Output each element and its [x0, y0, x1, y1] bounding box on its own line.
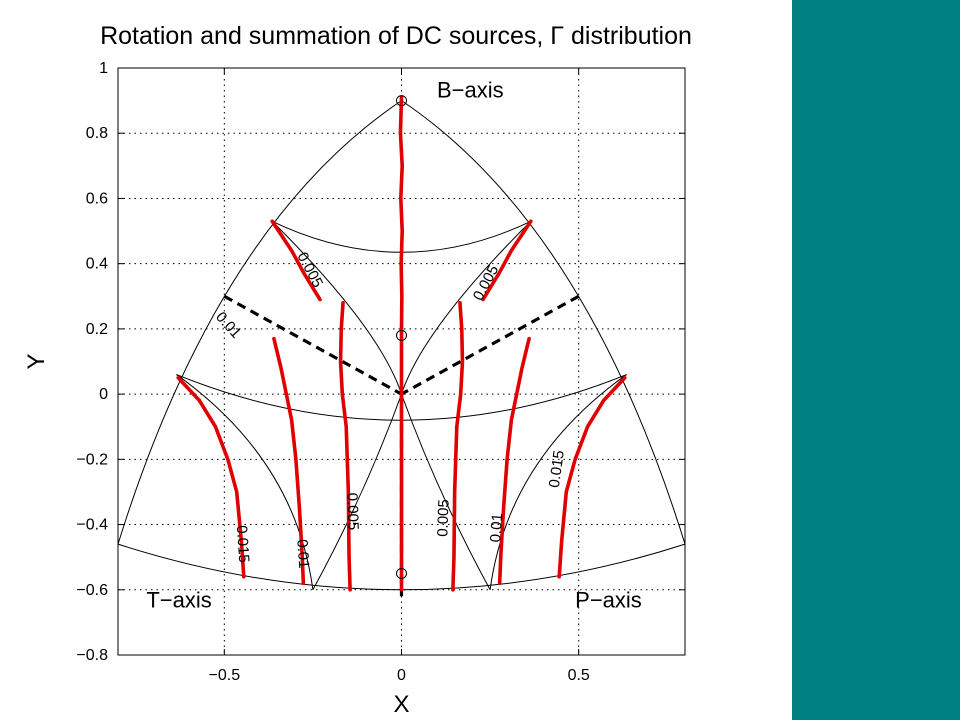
contour-marker	[396, 567, 407, 579]
y-tick-label: 0.6	[86, 190, 108, 207]
contour-label: 0.005	[343, 492, 361, 530]
contour-label: 0.015	[233, 525, 253, 564]
y-tick-label: 0.8	[86, 125, 108, 142]
y-tick-label: −0.8	[76, 647, 108, 664]
diagram-curve	[176, 374, 314, 590]
contour-label: 0.01	[293, 539, 312, 569]
contour-line-0_015	[557, 376, 627, 579]
contour-label: 0.015	[546, 449, 568, 489]
diagram-curve	[117, 100, 402, 545]
y-tick-label: −0.6	[76, 582, 108, 599]
side-panel	[792, 0, 960, 720]
contour-line-0_005	[451, 301, 465, 592]
contour-line-0_01	[272, 336, 306, 586]
y-axis-label: Y	[23, 353, 50, 369]
y-tick-label: −0.2	[76, 451, 108, 468]
x-axis-label: X	[393, 691, 409, 718]
contour-line-0	[398, 95, 405, 592]
dashed-axis-line	[400, 294, 580, 396]
y-tick-label: 0.2	[86, 321, 108, 338]
contour-marker	[396, 329, 407, 341]
diagram-curve	[489, 374, 627, 590]
x-tick-label: 0	[397, 667, 406, 684]
axis-annotation: B−axis	[437, 77, 504, 102]
chart: 0.005 0.005 0.01 0.015 0.01 0.005 0.005 0.01 0.0…	[23, 60, 686, 718]
contour-label: 0.005	[434, 499, 452, 537]
axis-annotation: T−axis	[146, 588, 211, 613]
diagram-curve	[401, 100, 686, 545]
contour-label: 0.005	[470, 262, 503, 303]
axis-annotation: P−axis	[575, 588, 642, 613]
contour-line-0_005	[481, 219, 533, 302]
contour-label: 0.005	[294, 249, 327, 290]
y-tick-label: 1	[99, 60, 108, 77]
chart-title: Rotation and summation of DC sources, Γ …	[100, 22, 692, 50]
contour-line-0_015	[176, 376, 246, 579]
y-tick-label: 0	[99, 386, 108, 403]
contour-marker	[396, 95, 407, 107]
y-tick-label: −0.4	[76, 517, 108, 534]
dashed-axis-line	[223, 294, 403, 396]
x-tick-label: 0.5	[568, 667, 590, 684]
y-tick-label: 0.4	[86, 256, 108, 273]
x-tick-label: −0.5	[209, 667, 241, 684]
contour-label: 0.01	[487, 513, 506, 543]
contour-line-0_005	[338, 301, 352, 592]
contour-line-0_01	[497, 336, 531, 586]
contour-label: 0.01	[212, 309, 244, 342]
contour-line-0_005	[270, 219, 322, 302]
